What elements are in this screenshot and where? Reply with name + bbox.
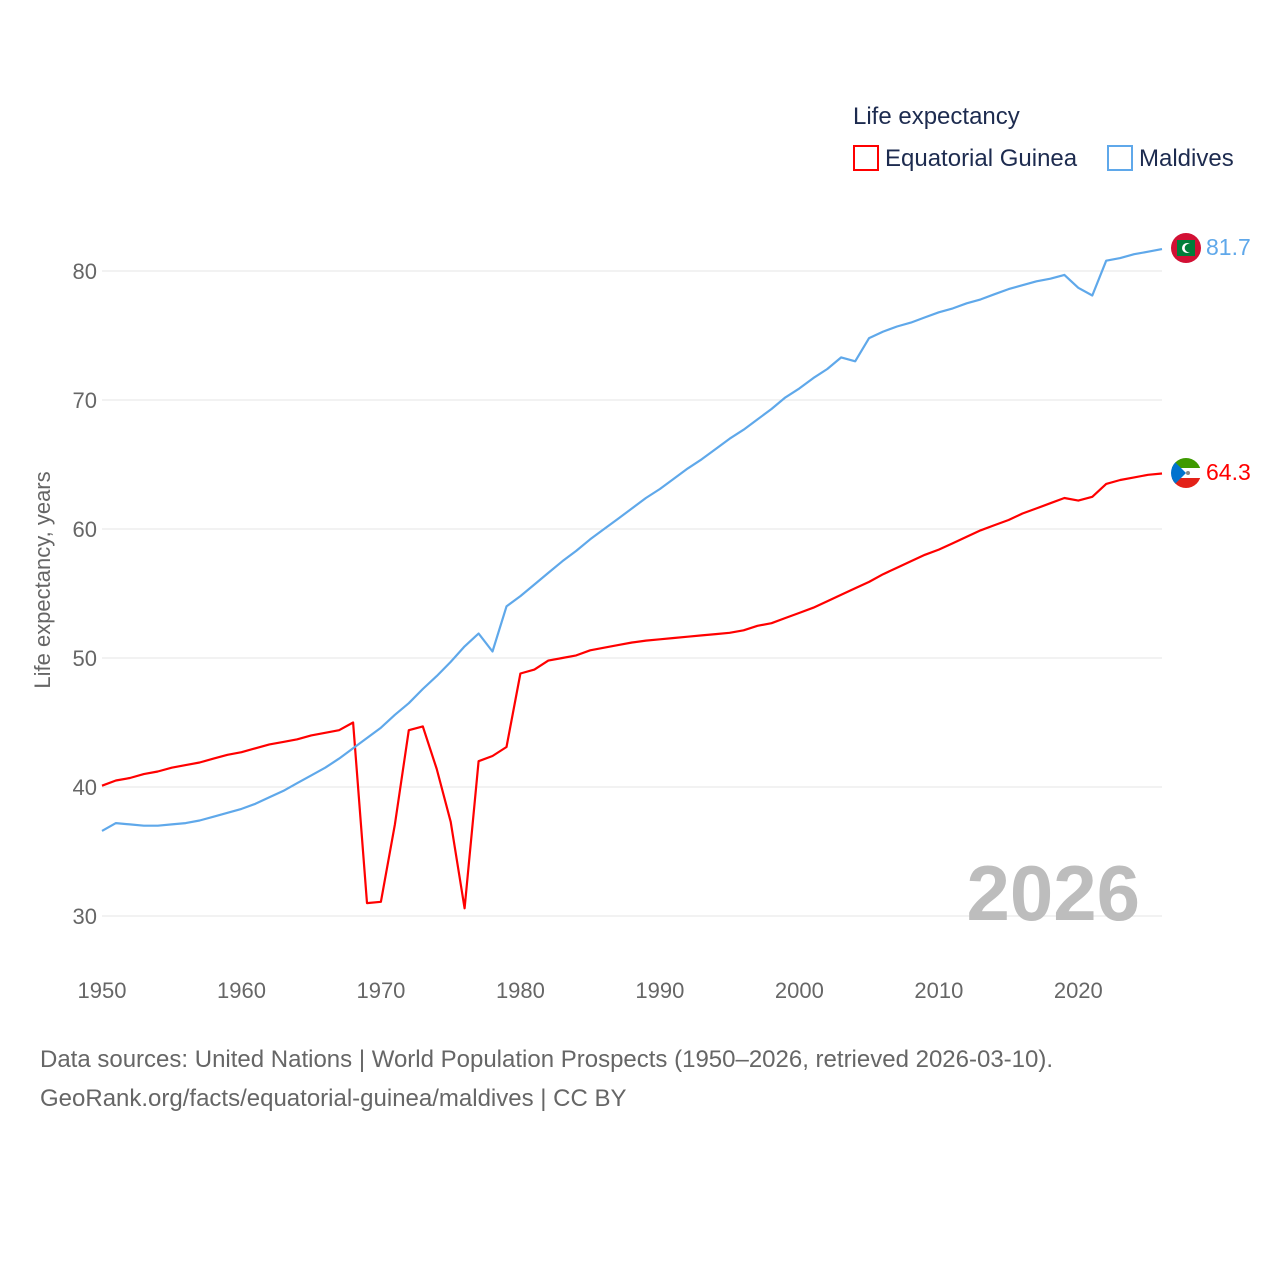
end-label-maldives: 81.7 [1206,234,1251,260]
y-tick-label: 50 [73,646,97,671]
y-tick-label: 40 [73,775,97,800]
legend-swatch-equatorial-guinea[interactable] [853,145,879,171]
footer-attribution: GeoRank.org/facts/equatorial-guinea/mald… [40,1085,627,1112]
x-tick-label: 2020 [1054,978,1103,1003]
y-tick-label: 70 [73,388,97,413]
x-tick-label: 1970 [356,978,405,1003]
legend-title: Life expectancy [853,103,1020,130]
x-tick-label: 1950 [78,978,127,1003]
legend: Life expectancy Equatorial Guinea Maldiv… [853,103,1234,172]
footer-sources: Data sources: United Nations | World Pop… [40,1046,1054,1073]
end-label-equatorial-guinea: 64.3 [1206,459,1251,485]
legend-swatch-maldives[interactable] [1107,145,1133,171]
series-line-maldives[interactable] [101,248,1163,832]
y-tick-label: 60 [73,517,97,542]
maldives-flag-icon [1171,233,1201,263]
equatorial-guinea-flag-icon [1171,458,1201,488]
y-axis-label: Life expectancy, years [30,471,55,688]
legend-label-equatorial-guinea[interactable]: Equatorial Guinea [885,145,1078,172]
x-tick-label: 2000 [775,978,824,1003]
x-tick-label: 1980 [496,978,545,1003]
legend-label-maldives[interactable]: Maldives [1139,145,1234,172]
y-tick-label: 80 [73,259,97,284]
series-line-equatorial-guinea[interactable] [101,472,1163,910]
y-tick-label: 30 [73,904,97,929]
x-tick-label: 1990 [635,978,684,1003]
x-tick-label: 1960 [217,978,266,1003]
x-tick-label: 2010 [914,978,963,1003]
year-watermark: 2026 [966,849,1140,937]
